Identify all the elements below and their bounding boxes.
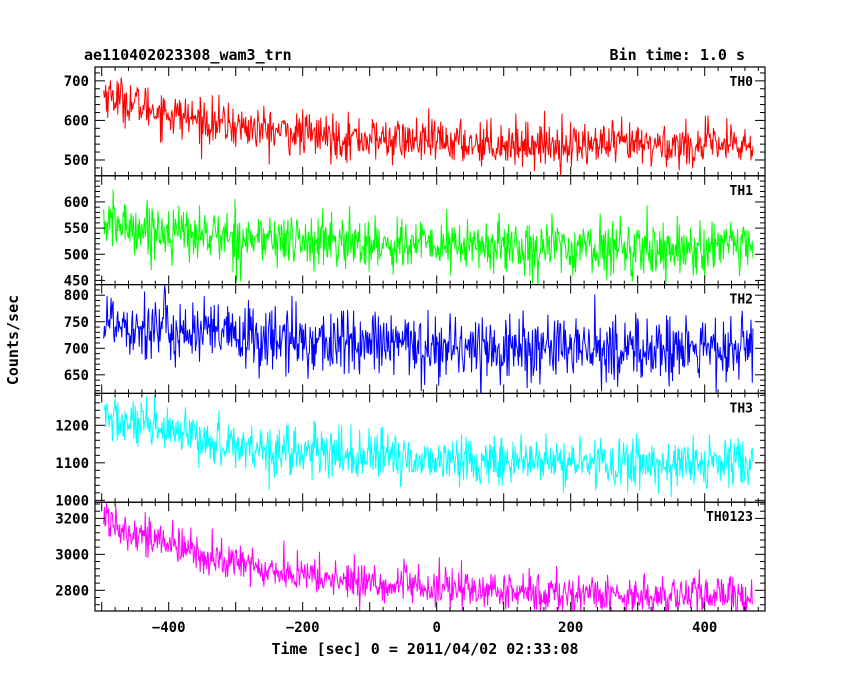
bin-time-label: Bin time: 1.0 s — [610, 46, 745, 64]
series-th2 — [103, 285, 754, 394]
y-tick-label-th1: 450 — [64, 273, 89, 289]
panel-frame-th0 — [94, 66, 766, 177]
y-tick-label-th3: 1100 — [55, 456, 89, 472]
x-axis-label: Time [sec] 0 = 2011/04/02 02:33:08 — [271, 640, 578, 658]
x-tick-label: −400 — [152, 620, 186, 636]
y-tick-label-th0123: 2800 — [55, 583, 89, 599]
y-tick-label-th1: 550 — [64, 221, 89, 237]
series-th3 — [103, 395, 754, 498]
chart-title: ae110402023308_wam3_trn — [84, 46, 292, 64]
y-tick-label-th3: 1000 — [55, 493, 89, 509]
y-tick-label-th0: 500 — [64, 153, 89, 169]
panels-group: TH0 500 600 700 TH1 450 500 550 600 TH2 650 700 750 8… — [55, 66, 766, 636]
y-tick-label-th1: 500 — [64, 247, 89, 263]
y-tick-label-th0: 700 — [64, 74, 89, 90]
panel-label-th2: TH2 — [730, 293, 753, 308]
y-tick-label-th0123: 3200 — [55, 511, 89, 527]
y-tick-label-th1: 600 — [64, 195, 89, 211]
series-th1 — [103, 189, 754, 285]
y-axis-label: Counts/sec — [4, 295, 22, 385]
panel-frame-th0123 — [94, 501, 766, 612]
panel-label-th3: TH3 — [730, 401, 753, 416]
y-tick-label-th0: 600 — [64, 113, 89, 129]
x-tick-label: 200 — [558, 620, 583, 636]
panel-label-th0123: TH0123 — [706, 510, 753, 525]
panel-frame-th3 — [94, 392, 766, 503]
panel-label-th1: TH1 — [730, 184, 754, 199]
series-th0123 — [103, 503, 754, 612]
x-tick-label: 0 — [432, 620, 440, 636]
x-tick-label: −200 — [286, 620, 320, 636]
series-th0 — [103, 77, 754, 176]
y-tick-label-th2: 650 — [64, 368, 89, 384]
panel-label-th0: TH0 — [730, 75, 754, 90]
y-tick-label-th2: 800 — [64, 288, 89, 304]
y-tick-label-th2: 700 — [64, 341, 89, 357]
x-tick-label: 400 — [692, 620, 717, 636]
y-tick-label-th3: 1200 — [55, 418, 89, 434]
y-tick-label-th0123: 3000 — [55, 547, 89, 563]
y-tick-label-th2: 750 — [64, 315, 89, 331]
